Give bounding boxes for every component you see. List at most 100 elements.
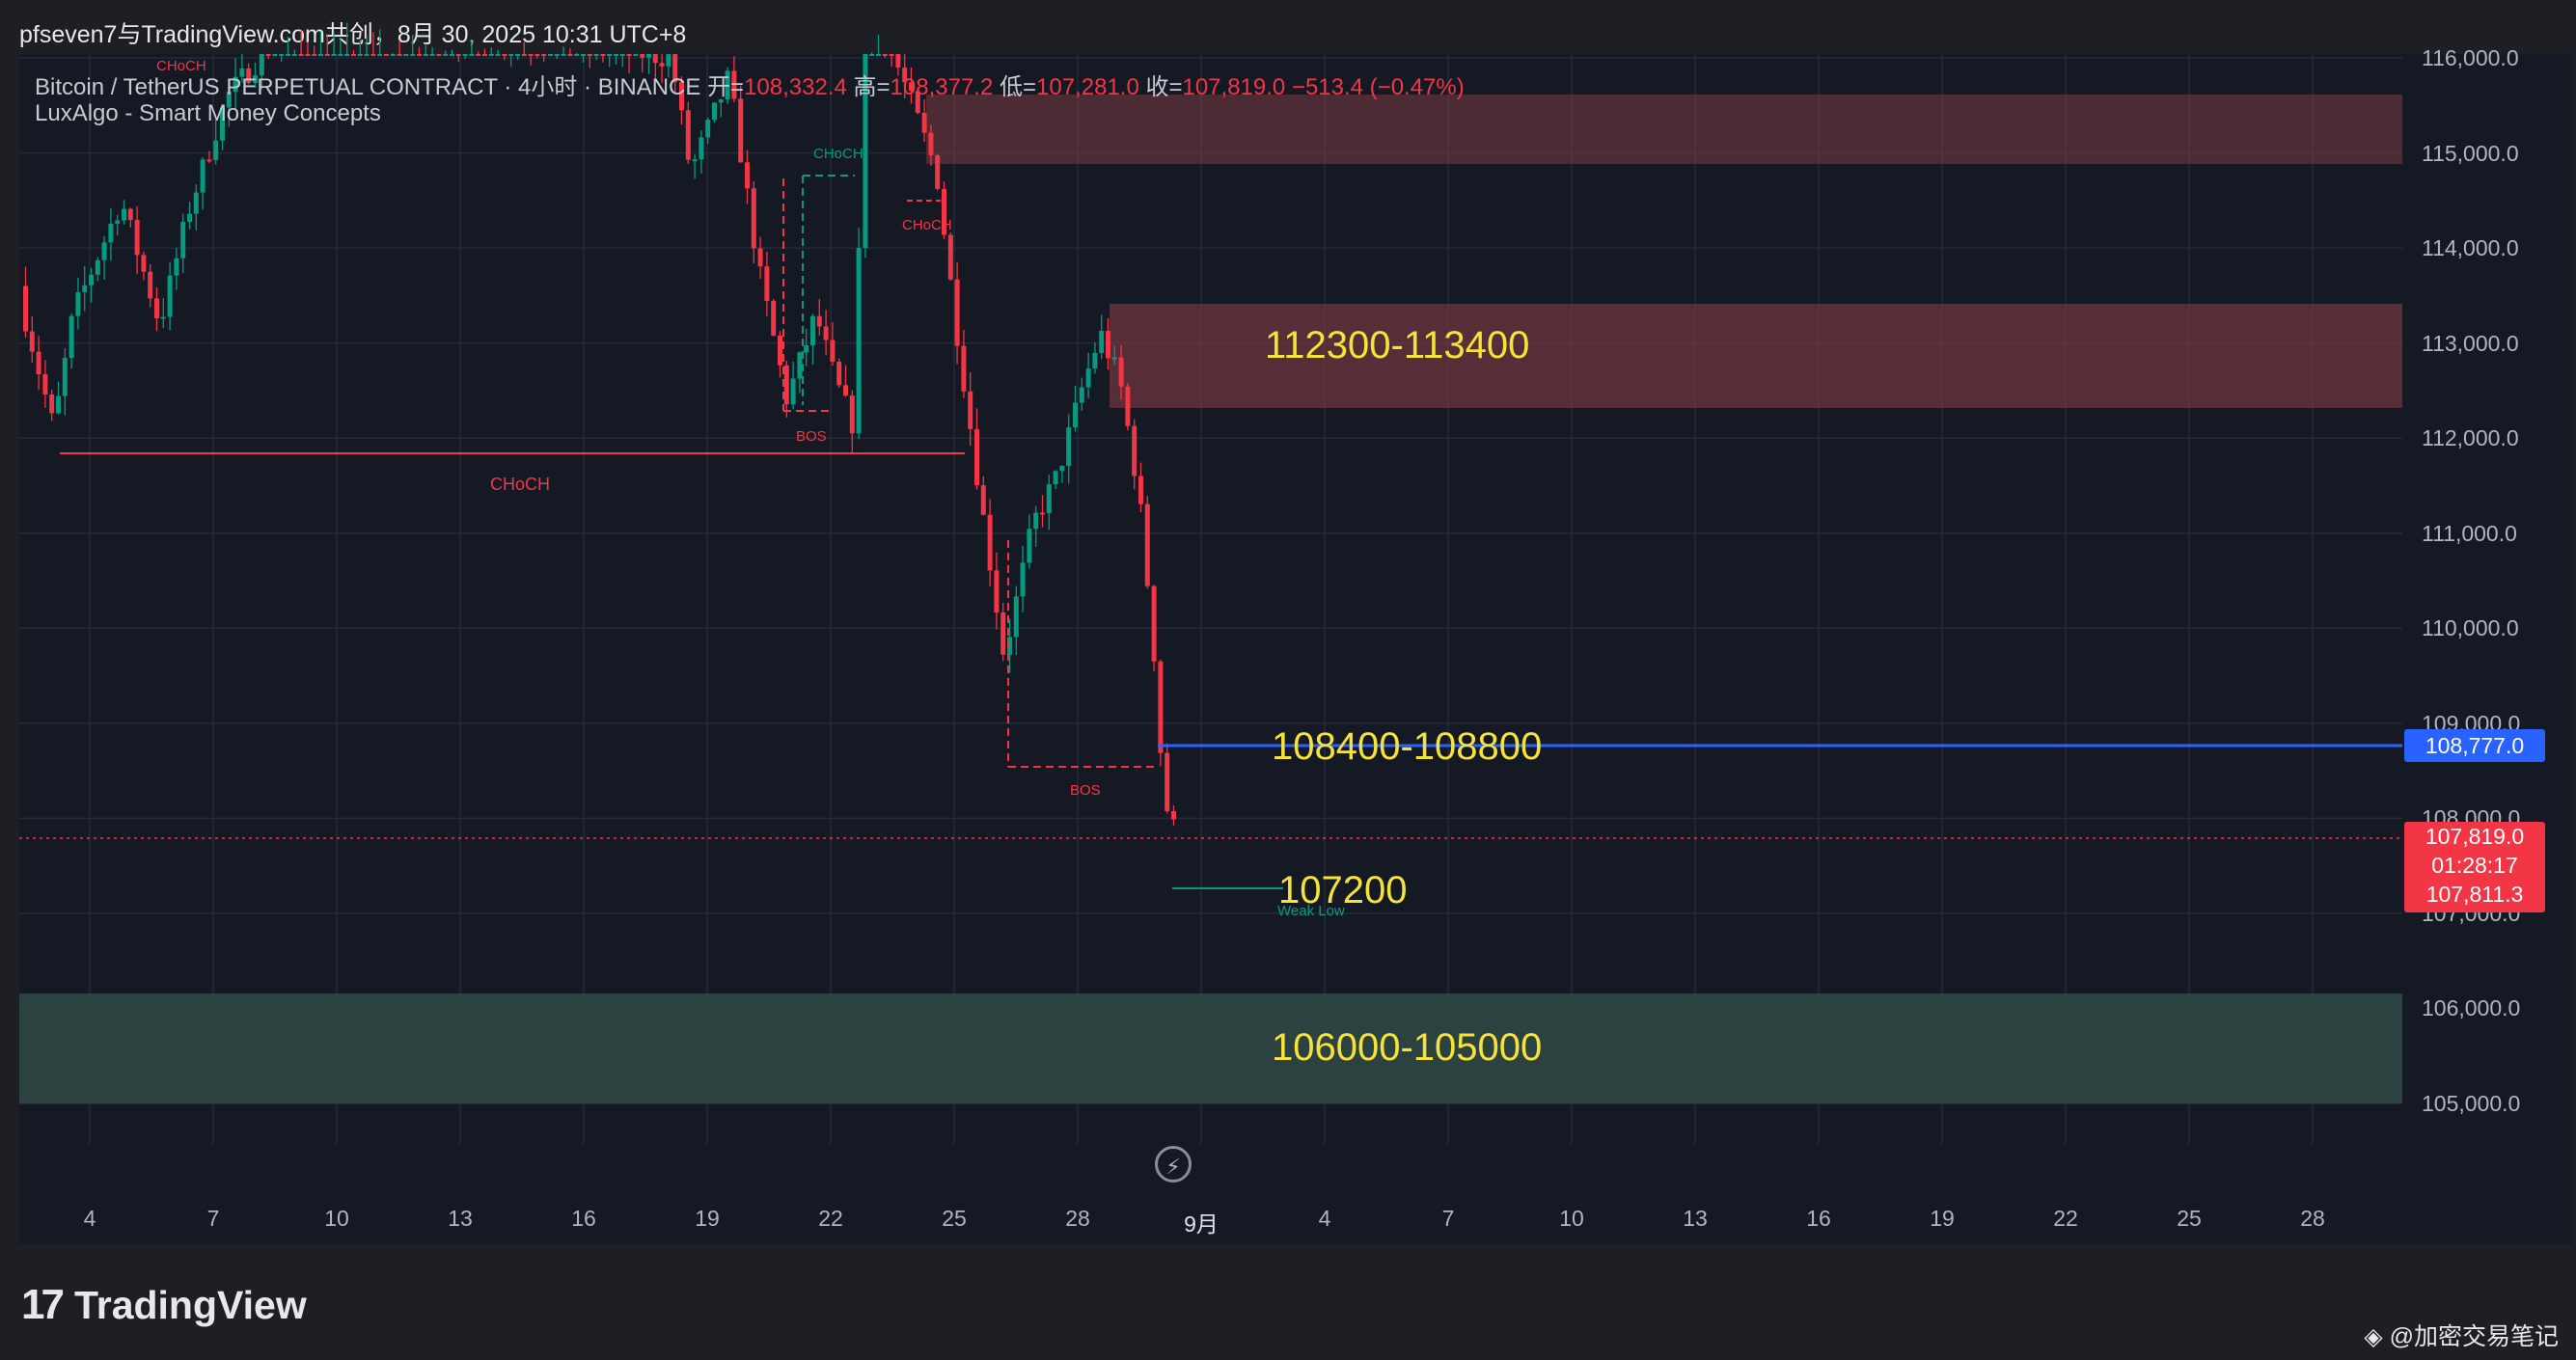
candle-body [534,54,540,56]
choch-main-label: CHoCH [490,475,551,494]
open-key: 开= [707,74,745,100]
price-zones [19,95,2402,1103]
candle-body [751,188,756,249]
candle-body [640,54,645,58]
price-tick-label: 113,000.0 [2422,330,2519,356]
candle-body [272,54,278,56]
candle-body [351,54,356,56]
candle-body [482,54,487,56]
candle-body [856,248,862,434]
candle-body [1158,661,1164,753]
candle-body [1027,529,1032,563]
close-value: 107,819.0 [1182,74,1286,100]
candle-body [1059,465,1065,472]
candle-body [377,54,383,56]
candle-body [942,188,946,235]
candle-body [731,70,737,99]
candle-body [89,274,94,286]
candle-body [600,54,606,56]
zone-label-demand: 106000-105000 [1272,1026,1543,1069]
candle-body [338,54,343,56]
supply-zone-top [926,95,2402,164]
symbol-legend[interactable]: Bitcoin / TetherUS PERPETUAL CONTRACT · … [35,68,1465,101]
candle-body [384,54,389,56]
candle-body [1007,637,1012,655]
candle-body [167,275,173,317]
bos-label-2: BOS [1070,782,1101,799]
candle-body [1053,471,1058,485]
tradingview-logo[interactable]: 17 TradingView [21,1281,307,1329]
candle-body [108,223,114,243]
candle-body [206,159,212,162]
time-tick-label: 22 [818,1206,843,1231]
candle-body [909,82,914,92]
candle-body [1020,562,1026,597]
candle-body [291,54,297,56]
candle-body [469,54,475,56]
candle-body [253,75,258,83]
chart-pane[interactable] [19,54,2402,1144]
price-tick-label: 116,000.0 [2422,45,2519,70]
bid-price-tag: 107,811.3 [2425,882,2524,907]
candle-body [1171,810,1176,820]
candle-body [1033,512,1039,530]
candle-body [443,54,449,56]
candle-body [390,54,396,56]
price-axis[interactable] [2402,54,2571,1244]
candle-body [830,340,836,362]
candle-body [954,279,960,346]
choch-red-small-label: CHoCH [902,217,952,233]
candle-body [968,391,973,429]
candle-body [1125,386,1131,426]
candle-body [286,54,290,56]
candle-body [679,82,684,111]
candle-body [915,91,920,113]
candle-body [122,208,126,221]
candle-body [1144,503,1150,586]
candle-body [705,120,711,138]
candle-body [49,394,55,414]
candle-body [233,76,238,93]
candle-body [101,242,107,260]
candle-body [548,54,553,56]
candle-body [115,220,121,224]
time-tick-label: 13 [448,1206,473,1231]
time-tick-label: 25 [942,1206,967,1231]
time-tick-label: 7 [1441,1206,1455,1231]
candle-body [961,345,967,392]
candle-body [1165,752,1170,811]
candle-body [357,54,363,56]
tradingview-logo-text: TradingView [73,1282,307,1327]
time-tick-label: 19 [695,1206,720,1231]
time-tick-label: 4 [1318,1206,1331,1231]
time-tick-label: 7 [206,1206,220,1231]
candle-body [974,428,979,486]
candle-body [1138,476,1143,504]
candle-body [797,352,803,379]
price-tick-label: 105,000.0 [2422,1091,2521,1116]
candle-body [423,54,428,56]
candle-body [220,107,225,141]
lightning-icon[interactable]: ⚡ [1155,1146,1192,1183]
candle-body [738,98,744,163]
candle-body [1151,585,1157,662]
candle-body [450,54,454,56]
candle-body [455,54,461,56]
candle-body [23,286,28,332]
candle-body [626,54,632,56]
candle-body [876,54,881,56]
time-axis[interactable] [19,1144,2402,1244]
price-tick-label: 112,000.0 [2422,425,2519,451]
candle-body [75,291,81,316]
candle-body [1046,484,1052,514]
candle-body [718,99,724,103]
indicator-legend[interactable]: LuxAlgo - Smart Money Concepts [35,100,381,126]
candle-body [462,54,468,56]
time-tick-label: 28 [1065,1206,1090,1231]
high-value: 108,377.2 [890,74,994,100]
tradingview-logo-icon: 17 [21,1281,65,1328]
time-tick-label: 4 [83,1206,96,1231]
candle-body [344,54,350,56]
candle-body [567,54,573,56]
